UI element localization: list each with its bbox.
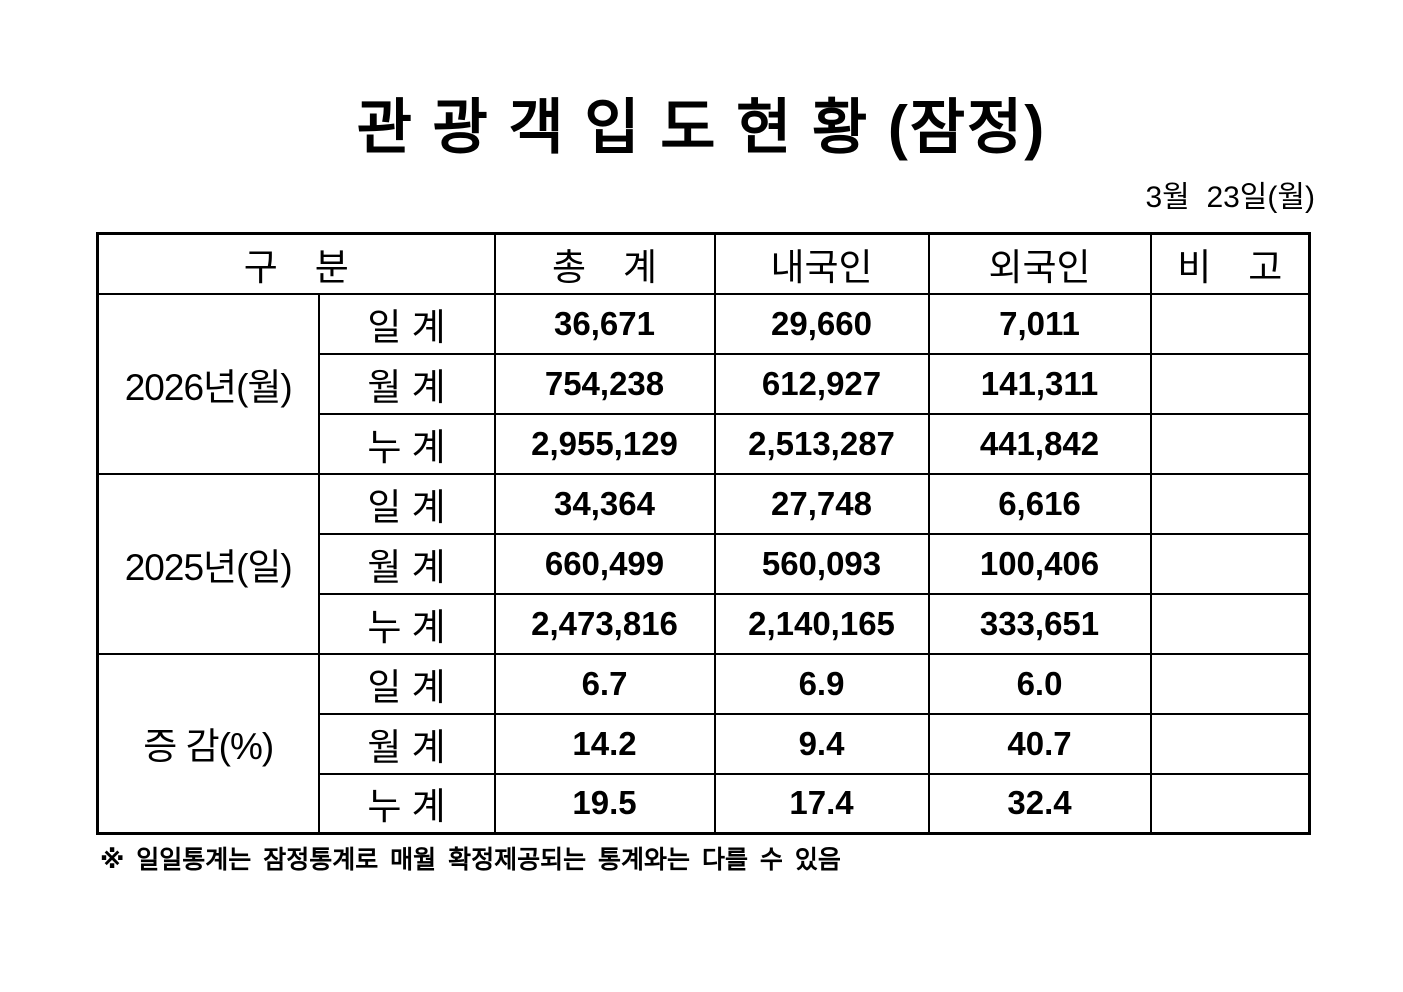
cell-remark [1149,472,1311,535]
cell-domestic: 6.9 [713,652,930,715]
row-label-monthly: 월 계 [317,352,496,415]
cell-remark [1149,532,1311,595]
cell-remark [1149,652,1311,715]
cell-foreign: 100,406 [927,532,1152,595]
group-label-2026: 2026년(월) [96,292,320,475]
table-row: 월 계 660,499 560,093 100,406 [98,532,1311,595]
page-title: 관 광 객 입 도 현 황 (잠정) [356,94,1047,161]
row-label-monthly: 월 계 [317,532,496,595]
row-label-cumulative: 누 계 [317,592,496,655]
row-label-daily: 일 계 [317,292,496,355]
column-header-foreign: 외국인 [927,232,1152,295]
cell-foreign: 6.0 [927,652,1152,715]
group-label-2025: 2025년(일) [96,472,320,655]
cell-total: 2,473,816 [493,592,716,655]
row-label-monthly: 월 계 [317,712,496,775]
table-row: 월 계 754,238 612,927 141,311 [98,352,1311,415]
table-row: 누 계 2,473,816 2,140,165 333,651 [98,592,1311,655]
cell-total: 754,238 [493,352,716,415]
column-header-total: 총 계 [493,232,716,295]
tourist-arrival-table: 구 분 총 계 내국인 외국인 비 고 2026년(월) 일 계 36,671 … [96,232,1311,835]
row-label-cumulative: 누 계 [317,412,496,475]
cell-domestic: 29,660 [713,292,930,355]
column-header-remark: 비 고 [1149,232,1311,295]
cell-remark [1149,352,1311,415]
table-row: 2026년(월) 일 계 36,671 29,660 7,011 [96,292,1311,475]
cell-remark [1149,592,1311,655]
cell-total: 14.2 [493,712,716,775]
cell-domestic: 2,513,287 [713,412,930,475]
table-row: 증 감(%) 일 계 6.7 6.9 6.0 [96,652,1311,835]
cell-total: 2,955,129 [493,412,716,475]
cell-remark [1149,412,1311,475]
cell-total: 34,364 [493,472,716,535]
cell-domestic: 9.4 [713,712,930,775]
cell-remark [1149,772,1311,835]
table-row: 누 계 2,955,129 2,513,287 441,842 [98,412,1311,475]
cell-total: 19.5 [493,772,716,835]
cell-remark [1149,712,1311,775]
cell-domestic: 612,927 [713,352,930,415]
table-row: 월 계 14.2 9.4 40.7 [98,712,1311,775]
row-label-daily: 일 계 [317,472,496,535]
cell-foreign: 32.4 [927,772,1152,835]
table-row: 누 계 19.5 17.4 32.4 [98,772,1311,835]
cell-domestic: 560,093 [713,532,930,595]
column-header-category: 구 분 [96,232,496,295]
cell-remark [1149,292,1311,355]
cell-foreign: 7,011 [927,292,1152,355]
cell-foreign: 141,311 [927,352,1152,415]
table-row: 2025년(일) 일 계 34,364 27,748 6,616 [96,472,1311,655]
report-date: 3월 23일(월) [1145,181,1315,214]
column-header-domestic: 내국인 [713,232,930,295]
header-row: 구 분 총 계 내국인 외국인 비 고 [96,232,1311,295]
cell-domestic: 2,140,165 [713,592,930,655]
cell-domestic: 17.4 [713,772,930,835]
group-label-change: 증 감(%) [96,652,320,835]
cell-total: 6.7 [493,652,716,715]
row-label-cumulative: 누 계 [317,772,496,835]
cell-foreign: 6,616 [927,472,1152,535]
cell-total: 36,671 [493,292,716,355]
row-label-daily: 일 계 [317,652,496,715]
cell-foreign: 441,842 [927,412,1152,475]
cell-total: 660,499 [493,532,716,595]
cell-foreign: 333,651 [927,592,1152,655]
cell-foreign: 40.7 [927,712,1152,775]
footnote: ※ 일일통계는 잠정통계로 매월 확정제공되는 통계와는 다를 수 있음 [100,846,841,874]
cell-domestic: 27,748 [713,472,930,535]
